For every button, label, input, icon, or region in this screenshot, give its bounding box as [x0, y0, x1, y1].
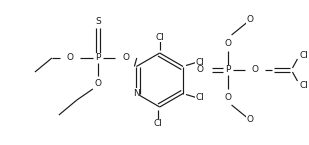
Text: P: P [225, 66, 230, 75]
Text: O: O [224, 93, 231, 102]
Text: O: O [122, 54, 129, 62]
Text: O: O [224, 39, 231, 48]
Text: Cl: Cl [299, 50, 308, 59]
Text: O: O [196, 66, 203, 75]
Text: O: O [94, 79, 101, 88]
Text: Cl: Cl [196, 93, 205, 102]
Text: N: N [133, 89, 140, 98]
Text: O: O [66, 54, 73, 62]
Text: O: O [246, 116, 253, 125]
Text: S: S [95, 18, 101, 27]
Text: O: O [251, 66, 258, 75]
Text: Cl: Cl [299, 80, 308, 89]
Text: P: P [95, 54, 100, 62]
Text: O: O [246, 16, 253, 25]
Text: Cl: Cl [196, 58, 205, 67]
Text: Cl: Cl [153, 119, 162, 128]
Text: Cl: Cl [155, 32, 164, 41]
